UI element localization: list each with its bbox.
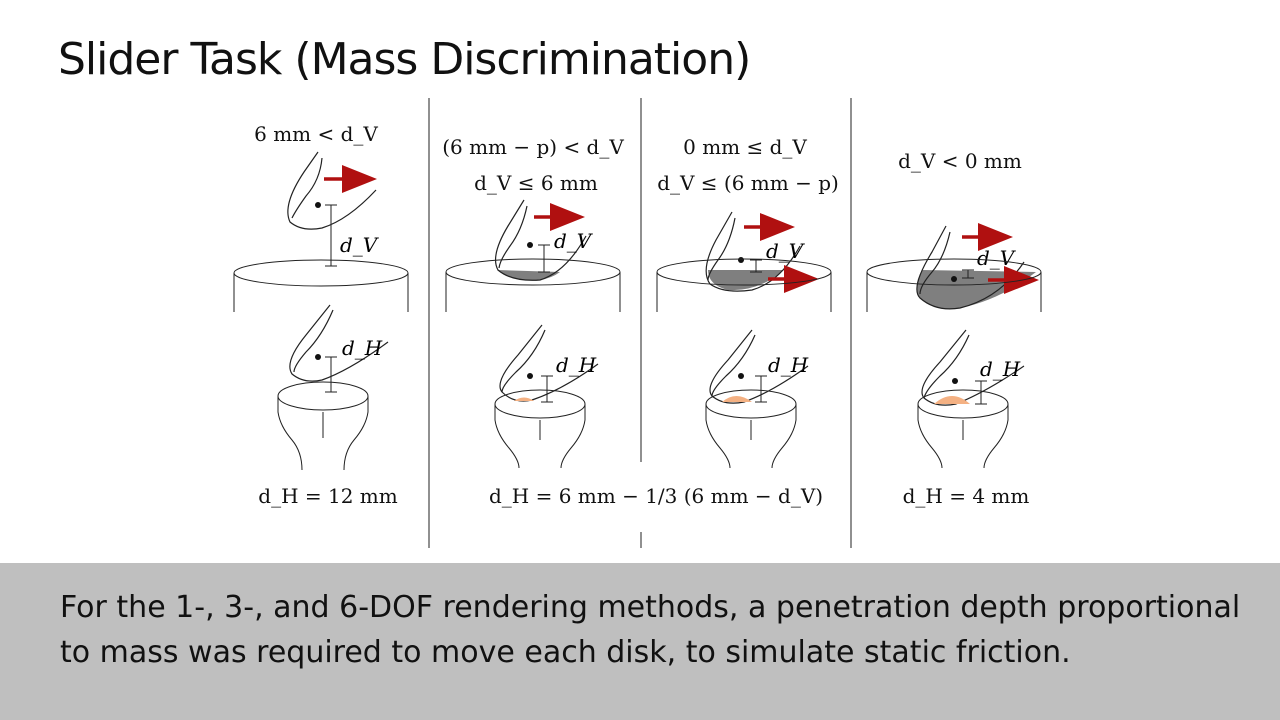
caption-line-2: to mass was required to move each disk, …	[60, 635, 1071, 670]
panel-4-condition: d_V < 0 mm	[898, 149, 1022, 173]
dH-label: d_H	[342, 336, 383, 360]
mass-discrimination-diagram: 6 mm < d_V d_V d_H d_H = 12 mm (6 mm − p…	[233, 98, 1042, 548]
haptic-finger	[921, 329, 1025, 406]
dH-label: d_H	[980, 357, 1021, 381]
caption-text: For the 1-, 3-, and 6-DOF rendering meth…	[60, 585, 1260, 675]
haptic-finger	[499, 324, 599, 402]
panel-1-formula: d_H = 12 mm	[258, 484, 397, 508]
panel-3: 0 mm ≤ d_V d_V ≤ (6 mm − p) d_V d_H	[656, 135, 839, 469]
contact-area	[514, 397, 534, 401]
dV-label: d_V	[340, 233, 380, 257]
disk	[233, 259, 409, 287]
virtual-finger	[916, 225, 1025, 310]
haptic-device	[494, 389, 586, 419]
contact-area	[934, 396, 970, 404]
shared-formula-text: d_H = 6 mm − 1/3 (6 mm − d_V)	[489, 484, 823, 508]
panel-3-condition-line-2: d_V ≤ (6 mm − p)	[657, 171, 839, 195]
dV-label: d_V	[554, 229, 594, 253]
panel-4-formula: d_H = 4 mm	[903, 484, 1030, 508]
dH-label: d_H	[556, 353, 597, 377]
panel-1: 6 mm < d_V d_V d_H d_H = 12 mm	[233, 122, 409, 508]
panel-2: (6 mm − p) < d_V d_V ≤ 6 mm d_V d_H	[442, 135, 624, 469]
shared-formula: d_H = 6 mm − 1/3 (6 mm − d_V)	[489, 484, 823, 508]
panel-4: d_V < 0 mm d_V d_H d_H = 4 mm	[866, 149, 1042, 508]
caption-band: For the 1-, 3-, and 6-DOF rendering meth…	[0, 563, 1280, 720]
dV-label: d_V	[766, 239, 806, 263]
panel-2-condition-line-1: (6 mm − p) < d_V	[442, 135, 624, 159]
dV-label: d_V	[977, 246, 1017, 270]
virtual-finger	[705, 211, 801, 292]
haptic-device	[277, 381, 369, 411]
panel-2-condition-line-2: d_V ≤ 6 mm	[474, 171, 598, 195]
slide-title: Slider Task (Mass Discrimination)	[58, 34, 751, 85]
contact-area	[722, 396, 752, 402]
caption-line-1: For the 1-, 3-, and 6-DOF rendering meth…	[60, 590, 1241, 625]
haptic-finger	[289, 304, 389, 382]
panel-3-condition-line-1: 0 mm ≤ d_V	[683, 135, 807, 159]
dH-label: d_H	[768, 353, 809, 377]
virtual-finger	[495, 199, 587, 281]
haptic-finger	[709, 329, 809, 404]
virtual-finger	[287, 151, 377, 230]
haptic-device	[705, 389, 797, 419]
panel-1-condition: 6 mm < d_V	[254, 122, 378, 146]
